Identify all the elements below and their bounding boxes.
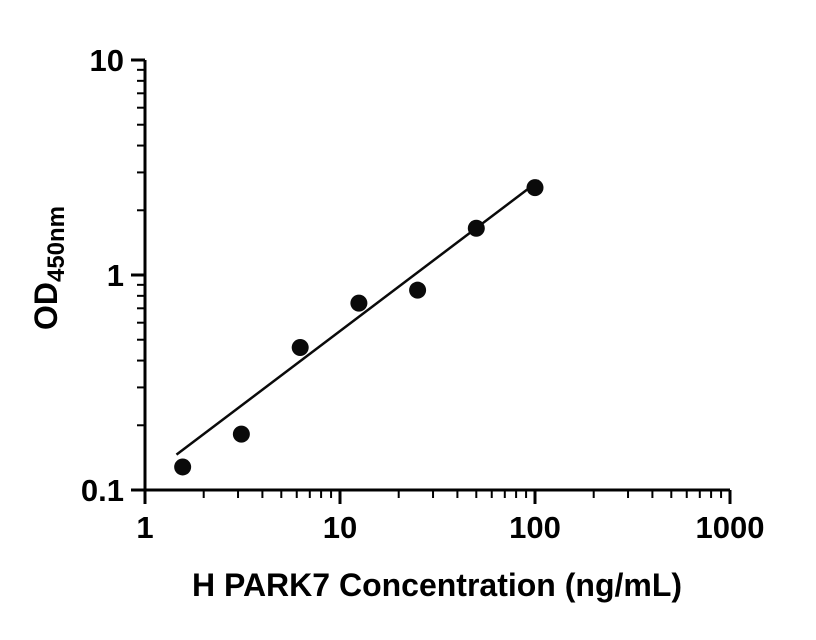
x-tick-label: 1000 (696, 510, 765, 545)
y-axis-title-subscript: 450nm (43, 206, 70, 282)
chart-plot-area: 1 10 100 1000 0.1 1 10 (81, 43, 765, 545)
y-tick-label: 0.1 (81, 473, 124, 508)
y-tick-label: 10 (90, 43, 124, 78)
data-point (526, 179, 544, 197)
x-axis-title: H PARK7 Concentration (ng/mL) (192, 567, 682, 603)
data-point (409, 281, 427, 299)
data-point (232, 425, 250, 443)
x-tick-label: 100 (509, 510, 561, 545)
data-point (174, 458, 192, 476)
data-point (467, 219, 485, 237)
y-axis-title-main: OD (28, 282, 64, 330)
data-point (291, 339, 309, 357)
x-tick-label: 1 (136, 510, 153, 545)
x-tick-label: 10 (323, 510, 357, 545)
data-point (350, 294, 368, 312)
fit-line (175, 179, 540, 456)
y-tick-label: 1 (107, 258, 124, 293)
y-axis-title: OD450nm (28, 206, 70, 330)
